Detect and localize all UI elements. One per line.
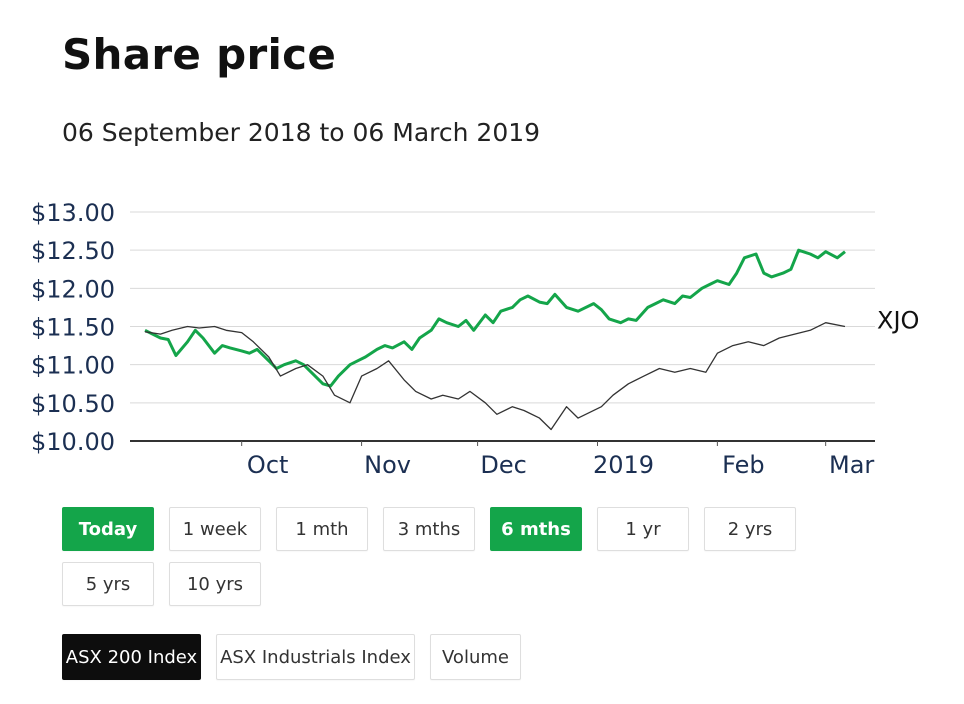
x-axis-ticks: Oct Nov Dec 2019 Feb Mar <box>241 441 874 479</box>
period-button-today[interactable]: Today <box>62 507 154 551</box>
share-price-line <box>144 248 846 388</box>
x-tick-label: 2019 <box>593 451 654 479</box>
period-button-1-mth[interactable]: 1 mth <box>276 507 368 551</box>
period-button-1-week[interactable]: 1 week <box>169 507 261 551</box>
date-range: 06 September 2018 to 06 March 2019 <box>62 118 541 147</box>
y-tick-label: $12.50 <box>31 237 115 265</box>
share-price-chart: $10.00 $10.50 $11.00 $11.50 $12.00 $12.50 $13.… <box>31 199 919 479</box>
period-button-2-yrs[interactable]: 2 yrs <box>704 507 796 551</box>
x-tick-label: Dec <box>480 451 526 479</box>
period-button-5-yrs[interactable]: 5 yrs <box>62 562 154 606</box>
period-button-10-yrs[interactable]: 10 yrs <box>169 562 261 606</box>
x-tick-label: Feb <box>722 451 765 479</box>
x-tick-label: Nov <box>364 451 411 479</box>
compare-button-asx-200-index[interactable]: ASX 200 Index <box>62 634 201 680</box>
period-button-6-mths[interactable]: 6 mths <box>490 507 582 551</box>
y-tick-label: $10.00 <box>31 428 115 456</box>
y-tick-label: $11.50 <box>31 314 115 342</box>
compare-button-volume[interactable]: Volume <box>430 634 521 680</box>
grid-lines <box>130 211 875 442</box>
period-button-1-yr[interactable]: 1 yr <box>597 507 689 551</box>
page-title: Share price <box>62 30 337 79</box>
y-axis-ticks: $10.00 $10.50 $11.00 $11.50 $12.00 $12.50 $13.… <box>31 199 115 456</box>
period-button-3-mths[interactable]: 3 mths <box>383 507 475 551</box>
y-tick-label: $13.00 <box>31 199 115 227</box>
xjo-index-line <box>144 322 846 431</box>
x-tick-label: Oct <box>247 451 289 479</box>
compare-button-asx-industrials-index[interactable]: ASX Industrials Index <box>216 634 415 680</box>
y-tick-label: $12.00 <box>31 275 115 303</box>
y-tick-label: $10.50 <box>31 390 115 418</box>
series-label-xjo: XJO <box>877 307 919 335</box>
y-tick-label: $11.00 <box>31 352 115 380</box>
series-lines <box>144 248 846 431</box>
x-tick-label: Mar <box>829 451 874 479</box>
